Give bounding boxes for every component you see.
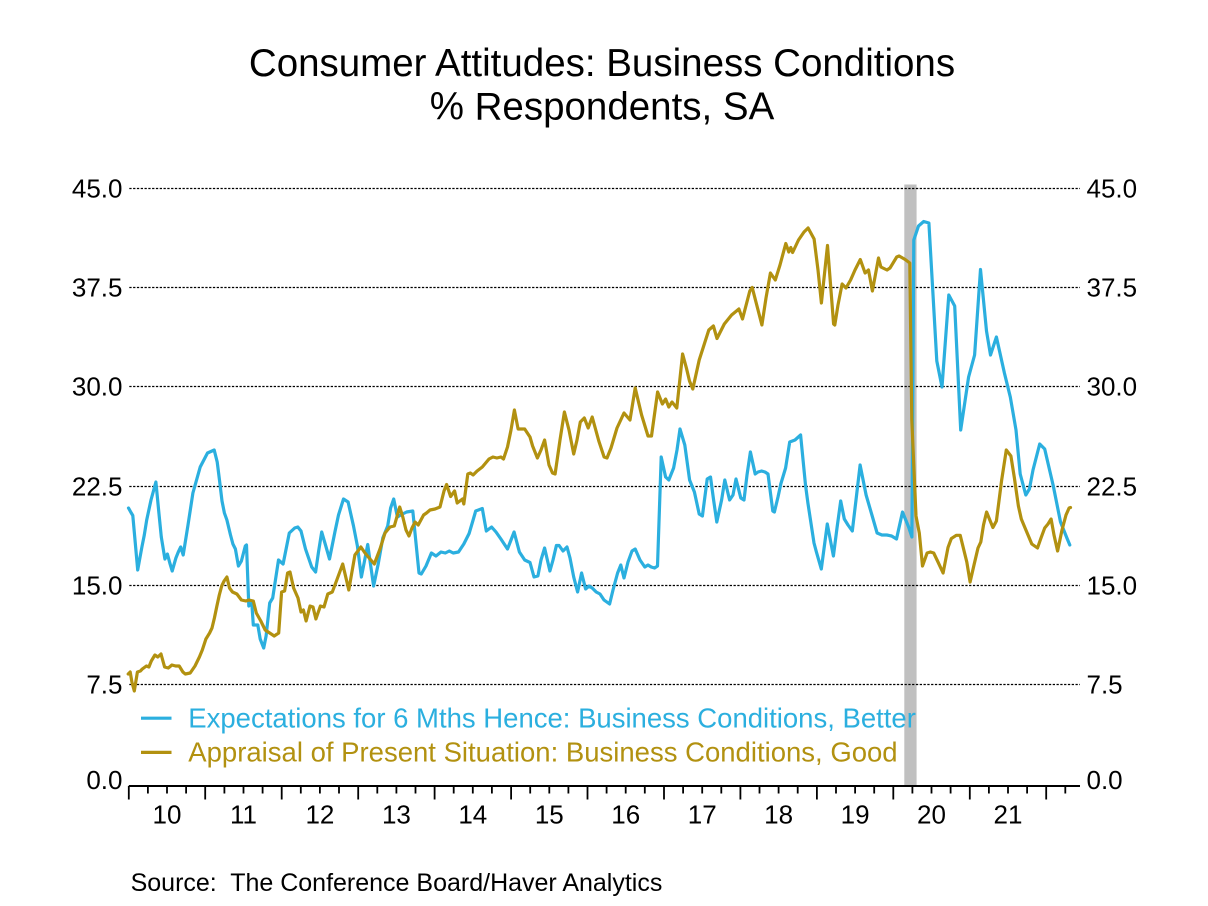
svg-text:30.0: 30.0 [72, 372, 123, 402]
svg-text:17: 17 [688, 800, 717, 830]
svg-text:18: 18 [764, 800, 793, 830]
svg-text:19: 19 [841, 800, 870, 830]
svg-text:14: 14 [458, 800, 487, 830]
svg-text:22.5: 22.5 [1087, 472, 1138, 502]
svg-text:10: 10 [153, 800, 182, 830]
svg-text:15.0: 15.0 [72, 571, 123, 601]
svg-text:12: 12 [305, 800, 334, 830]
svg-text:Source: The Conference Board/: Source: The Conference Board/Haver Analy… [131, 869, 663, 897]
svg-text:7.5: 7.5 [1087, 670, 1123, 700]
svg-text:13: 13 [382, 800, 411, 830]
svg-text:22.5: 22.5 [72, 472, 123, 502]
svg-text:11: 11 [230, 800, 257, 830]
svg-text:37.5: 37.5 [1087, 273, 1138, 303]
svg-text:16: 16 [611, 800, 640, 830]
svg-text:45.0: 45.0 [1087, 174, 1138, 204]
svg-text:0.0: 0.0 [1087, 765, 1123, 795]
svg-text:Consumer Attitudes: Business C: Consumer Attitudes: Business Conditions [249, 42, 955, 85]
svg-text:37.5: 37.5 [72, 273, 123, 303]
svg-text:% Respondents, SA: % Respondents, SA [430, 86, 775, 129]
svg-text:20: 20 [917, 800, 946, 830]
svg-text:Appraisal of Present Situation: Appraisal of Present Situation: Business… [188, 737, 897, 768]
svg-text:Expectations for 6 Mths Hence:: Expectations for 6 Mths Hence: Business … [188, 702, 916, 733]
svg-text:15.0: 15.0 [1087, 571, 1138, 601]
svg-text:45.0: 45.0 [72, 174, 123, 204]
svg-text:7.5: 7.5 [86, 670, 122, 700]
svg-text:15: 15 [535, 800, 564, 830]
svg-text:30.0: 30.0 [1087, 372, 1138, 402]
svg-text:21: 21 [994, 800, 1023, 830]
svg-text:0.0: 0.0 [86, 765, 122, 795]
